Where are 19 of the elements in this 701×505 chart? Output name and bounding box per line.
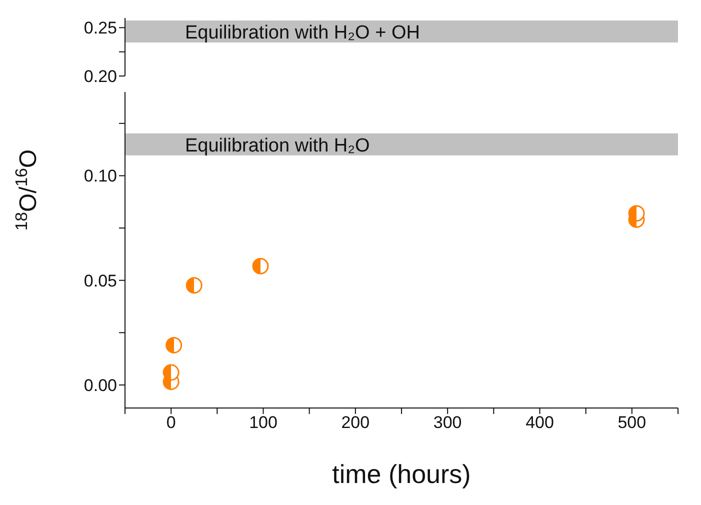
y-tick-label: 0.20 [84,67,117,86]
ref-line-label: Equilibration with H₂O [185,135,370,156]
x-tick-label: 200 [341,413,370,432]
point [628,205,645,222]
x-tick-label: 100 [249,413,278,432]
y-tick-label: 0.05 [84,271,117,290]
point [252,258,269,274]
point [186,277,202,294]
y-tick-label: 0.25 [84,18,117,38]
point [166,336,182,354]
x-axis-title: time (hours) [332,459,471,489]
x-tick-label: 300 [433,413,462,432]
y-tick-label: 0.10 [84,166,117,186]
y-tick-label: 0.00 [84,376,117,396]
x-tick-label: 400 [526,413,554,432]
x-tick-label: 500 [618,413,646,432]
point [162,364,180,381]
ref-line-label: Equilibration with H₂O + OH [185,22,420,44]
x-tick-label: 0 [166,413,176,432]
